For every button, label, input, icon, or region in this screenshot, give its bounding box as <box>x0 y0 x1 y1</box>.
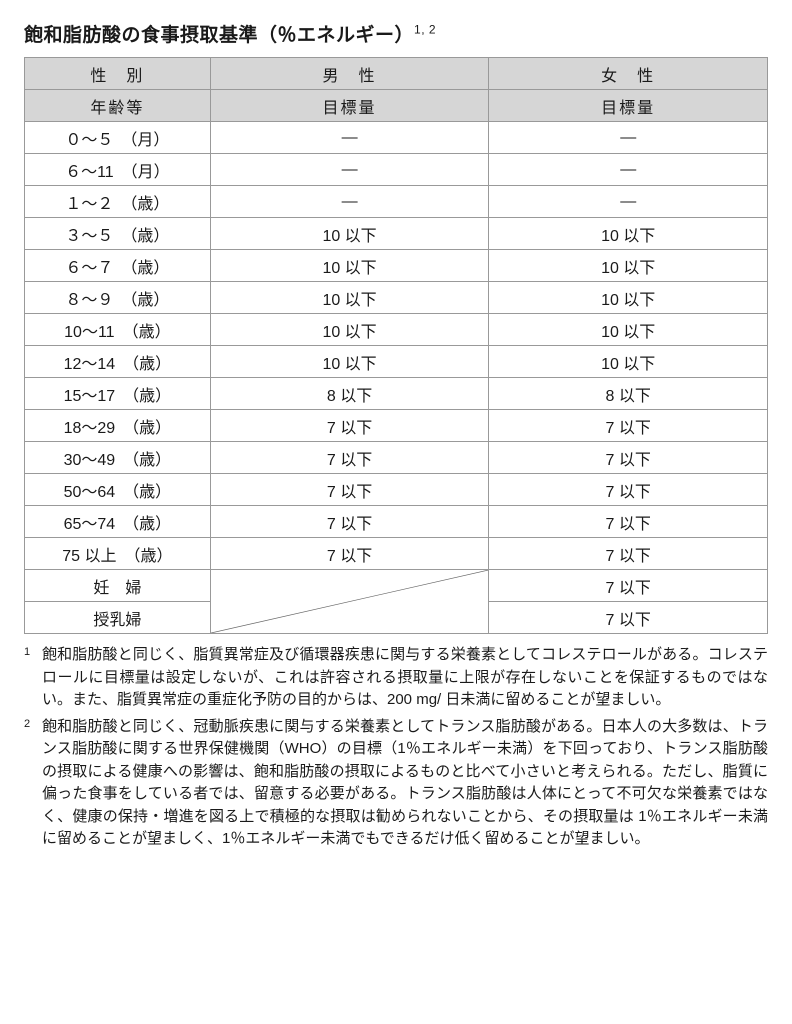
title-main: 飽和脂肪酸の食事摂取基準（％エネルギー） <box>24 25 414 46</box>
female-cell: 10 以下 <box>489 346 768 378</box>
table-row: 10～11 （歳）10 以下10 以下 <box>25 314 768 346</box>
male-cell: 10 以下 <box>210 346 489 378</box>
table-row: １～２ （歳）―― <box>25 186 768 218</box>
male-cell: 8 以下 <box>210 378 489 410</box>
age-cell: ８～９ （歳） <box>25 282 211 314</box>
header-target-m: 目標量 <box>210 90 489 122</box>
female-cell: ― <box>489 186 768 218</box>
female-cell: 10 以下 <box>489 314 768 346</box>
male-cell: 10 以下 <box>210 218 489 250</box>
age-cell: 授乳婦 <box>25 602 211 634</box>
male-cell: 7 以下 <box>210 442 489 474</box>
age-cell: ０～５ （月） <box>25 122 211 154</box>
footnote: 2 飽和脂肪酸と同じく、冠動脈疾患に関与する栄養素としてトランス脂肪酸がある。日本… <box>24 716 768 851</box>
header-sex: 性 別 <box>25 58 211 90</box>
table-row: ８～９ （歳）10 以下10 以下 <box>25 282 768 314</box>
diagonal-line-icon <box>211 570 489 633</box>
table-row: ６～７ （歳）10 以下10 以下 <box>25 250 768 282</box>
table-row: ６～11 （月）―― <box>25 154 768 186</box>
header-age: 年齢等 <box>25 90 211 122</box>
age-cell: 18～29 （歳） <box>25 410 211 442</box>
female-cell: 10 以下 <box>489 250 768 282</box>
table-row: ３～５ （歳）10 以下10 以下 <box>25 218 768 250</box>
female-cell: 7 以下 <box>489 474 768 506</box>
footnote-text: 飽和脂肪酸と同じく、冠動脈疾患に関与する栄養素としてトランス脂肪酸がある。日本人… <box>42 718 768 848</box>
table-row: 75 以上 （歳）7 以下7 以下 <box>25 538 768 570</box>
female-cell: 8 以下 <box>489 378 768 410</box>
female-cell: ― <box>489 154 768 186</box>
female-cell: 10 以下 <box>489 282 768 314</box>
female-cell: 10 以下 <box>489 218 768 250</box>
age-cell: 50～64 （歳） <box>25 474 211 506</box>
footnote-marker: 2 <box>24 716 30 733</box>
male-cell: 7 以下 <box>210 538 489 570</box>
female-cell: 7 以下 <box>489 506 768 538</box>
male-cell: 7 以下 <box>210 410 489 442</box>
female-cell: 7 以下 <box>489 570 768 602</box>
female-cell: 7 以下 <box>489 538 768 570</box>
male-cell: ― <box>210 154 489 186</box>
table-row-pregnant: 妊 婦 7 以下 <box>25 570 768 602</box>
age-cell: 12～14 （歳） <box>25 346 211 378</box>
male-cell: ― <box>210 122 489 154</box>
footnote: 1 飽和脂肪酸と同じく、脂質異常症及び循環器疾患に関与する栄養素としてコレステロー… <box>24 644 768 712</box>
female-cell: 7 以下 <box>489 602 768 634</box>
page-title: 飽和脂肪酸の食事摂取基準（％エネルギー）1, 2 <box>24 20 768 47</box>
age-cell: ３～５ （歳） <box>25 218 211 250</box>
age-cell: 15～17 （歳） <box>25 378 211 410</box>
header-female: 女 性 <box>489 58 768 90</box>
table-row: 15～17 （歳）8 以下8 以下 <box>25 378 768 410</box>
footnote-text: 飽和脂肪酸と同じく、脂質異常症及び循環器疾患に関与する栄養素としてコレステロール… <box>42 646 768 708</box>
age-cell: 10～11 （歳） <box>25 314 211 346</box>
table-row: 50～64 （歳）7 以下7 以下 <box>25 474 768 506</box>
female-cell: 7 以下 <box>489 410 768 442</box>
header-row-1: 性 別 男 性 女 性 <box>25 58 768 90</box>
male-cell: 10 以下 <box>210 314 489 346</box>
age-cell: ６～７ （歳） <box>25 250 211 282</box>
female-cell: ― <box>489 122 768 154</box>
age-cell: １～２ （歳） <box>25 186 211 218</box>
age-cell: 30～49 （歳） <box>25 442 211 474</box>
male-cell: 10 以下 <box>210 282 489 314</box>
table-row: ０～５ （月）―― <box>25 122 768 154</box>
table-row: 65～74 （歳）7 以下7 以下 <box>25 506 768 538</box>
footnotes: 1 飽和脂肪酸と同じく、脂質異常症及び循環器疾患に関与する栄養素としてコレステロー… <box>24 644 768 851</box>
header-male: 男 性 <box>210 58 489 90</box>
age-cell: 65～74 （歳） <box>25 506 211 538</box>
male-cell: 7 以下 <box>210 506 489 538</box>
age-cell: 75 以上 （歳） <box>25 538 211 570</box>
header-row-2: 年齢等 目標量 目標量 <box>25 90 768 122</box>
header-target-f: 目標量 <box>489 90 768 122</box>
title-sup: 1, 2 <box>414 23 436 37</box>
age-cell: ６～11 （月） <box>25 154 211 186</box>
age-cell: 妊 婦 <box>25 570 211 602</box>
table-row: 30～49 （歳）7 以下7 以下 <box>25 442 768 474</box>
diagonal-blank-cell <box>210 570 489 634</box>
intake-table: 性 別 男 性 女 性 年齢等 目標量 目標量 ０～５ （月）――６～11 （月… <box>24 57 768 634</box>
table-row: 18～29 （歳）7 以下7 以下 <box>25 410 768 442</box>
male-cell: ― <box>210 186 489 218</box>
male-cell: 10 以下 <box>210 250 489 282</box>
table-row: 12～14 （歳）10 以下10 以下 <box>25 346 768 378</box>
footnote-marker: 1 <box>24 644 30 661</box>
male-cell: 7 以下 <box>210 474 489 506</box>
female-cell: 7 以下 <box>489 442 768 474</box>
